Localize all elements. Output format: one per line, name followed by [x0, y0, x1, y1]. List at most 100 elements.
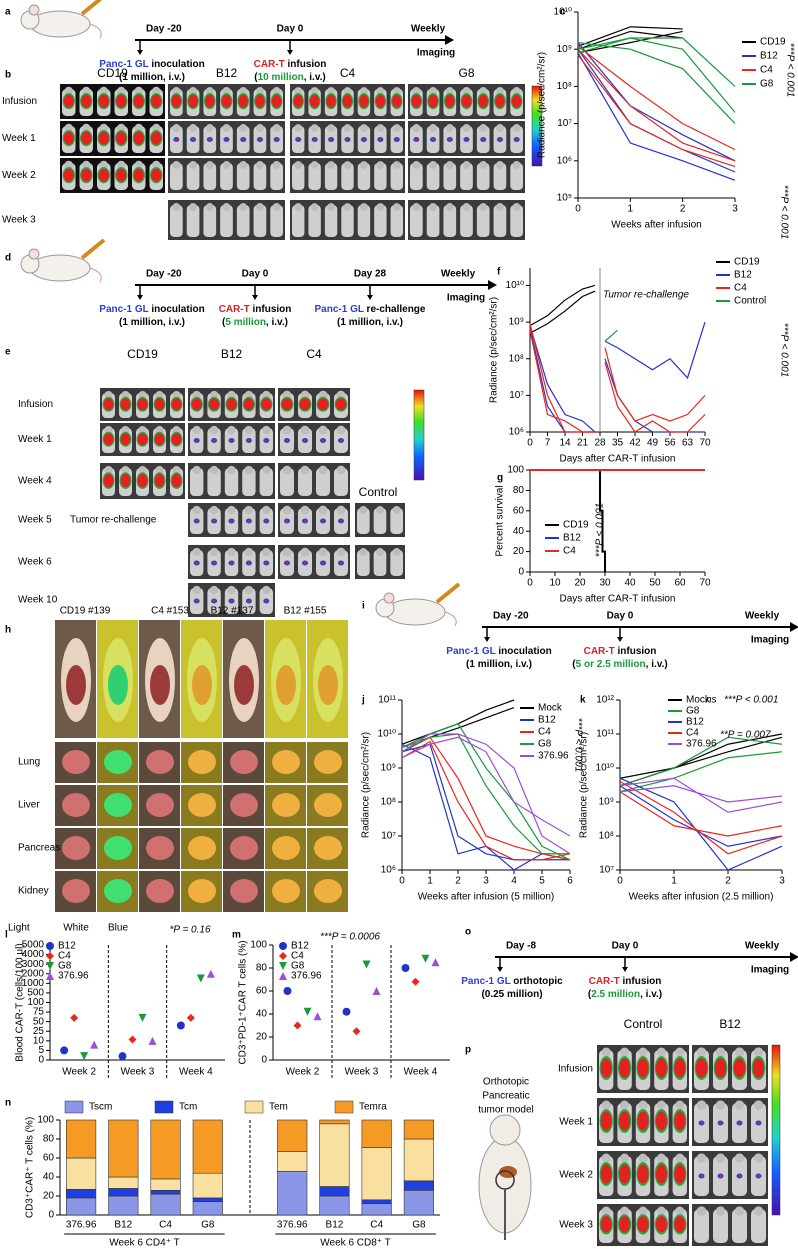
row-label: Week 4 [18, 476, 52, 487]
timeline-note-part: ( [588, 989, 592, 1000]
mouse-head [753, 1047, 764, 1057]
timeline-note: (1 million, i.v.) [466, 659, 532, 670]
mouse-head [244, 425, 254, 435]
series-line [401, 743, 571, 871]
bar-segment [150, 1193, 181, 1216]
signal [600, 1058, 612, 1078]
mouse-head [209, 505, 219, 515]
mouse-head [282, 425, 292, 435]
mouse-head [360, 203, 368, 211]
organ [230, 793, 258, 817]
mouse [357, 508, 370, 534]
mouse-head [189, 203, 198, 211]
organ [230, 750, 258, 774]
mouse-head [244, 585, 254, 595]
signal [655, 1216, 667, 1233]
mouse-head [429, 87, 438, 95]
organ [272, 793, 300, 817]
mouse-head [255, 203, 264, 211]
mouse-head [205, 87, 214, 95]
y-tick-label: 5000 [22, 940, 45, 951]
legend-label: C4 [686, 728, 699, 739]
panel-letter: e [5, 347, 11, 358]
mouse-head [255, 87, 264, 95]
mouse-head [462, 161, 471, 169]
mouse [316, 468, 330, 496]
signal [120, 398, 131, 411]
signal [63, 131, 74, 145]
mouse [390, 508, 403, 534]
marker [362, 960, 371, 969]
mouse-head [121, 465, 130, 475]
mouse-head [675, 1047, 685, 1057]
timeline-note: Panc-1 GL inoculation [99, 59, 204, 70]
annotation: ns [706, 695, 717, 706]
mouse-head [327, 203, 335, 211]
mouse-head [479, 203, 488, 211]
light-label: Light [8, 923, 30, 934]
mouse-head [343, 161, 352, 169]
signal [195, 519, 198, 523]
row-label: Week 2 [559, 1170, 593, 1181]
series-line [604, 329, 618, 342]
x-tick-label: 0 [617, 876, 623, 887]
legend-label: Mock [538, 703, 563, 714]
y-tick-label: 80 [256, 963, 268, 974]
mouse-head [227, 425, 236, 435]
series-line [529, 284, 596, 327]
timeline-end: Weekly [745, 941, 780, 952]
y-tick-label: 10⁸ [509, 353, 524, 364]
signal [600, 1164, 612, 1184]
mouse-head [734, 1206, 745, 1216]
signal [195, 439, 198, 442]
x-tick-label: 3 [483, 876, 489, 887]
mouse-head [445, 87, 454, 95]
y-tick-label: 10⁸ [557, 81, 572, 92]
y-tick-label: 80 [43, 1134, 55, 1145]
mouse-head [753, 1206, 764, 1216]
mouse [298, 468, 312, 496]
mouse [220, 205, 233, 237]
mouse-head [620, 1047, 630, 1057]
signal [655, 1111, 667, 1131]
y-tick-label: 4000 [22, 949, 45, 960]
timeline-arrowhead [445, 35, 454, 45]
legend-marker [46, 942, 54, 950]
mouse-head [262, 547, 271, 557]
marker [186, 1013, 195, 1022]
y-tick-label: 50 [33, 1016, 45, 1027]
light-label: White [63, 923, 89, 934]
timeline-end: Imaging [751, 965, 789, 976]
organ [146, 750, 174, 774]
mouse-head [172, 465, 181, 475]
marker [80, 1052, 89, 1061]
signal [303, 561, 307, 565]
signal [116, 94, 127, 108]
marker [411, 977, 420, 986]
necropsy [234, 665, 254, 705]
panel-letter: g [497, 473, 503, 484]
marker [303, 1007, 312, 1016]
timeline-note-part: ( [572, 659, 576, 670]
signal [285, 519, 289, 523]
mouse [242, 468, 256, 496]
signal [154, 398, 165, 411]
y-tick-label: 40 [256, 1009, 268, 1020]
mouse-head [715, 1100, 726, 1110]
signal [63, 94, 74, 108]
signal [303, 519, 307, 523]
x-tick-label: G8 [412, 1220, 426, 1231]
mouse-head [64, 160, 73, 170]
bar-segment [277, 1171, 308, 1216]
mouse-head [675, 1100, 685, 1110]
series-line [401, 740, 571, 861]
legend-label: B12 [686, 717, 704, 728]
mouse-head [343, 203, 352, 211]
mouse [493, 163, 507, 190]
timeline-note: (10 million, i.v.) [254, 72, 326, 83]
mouse-head [172, 203, 181, 211]
mouse [357, 205, 371, 237]
legend-label: 376.96 [686, 739, 717, 750]
mouse-head [209, 390, 219, 400]
